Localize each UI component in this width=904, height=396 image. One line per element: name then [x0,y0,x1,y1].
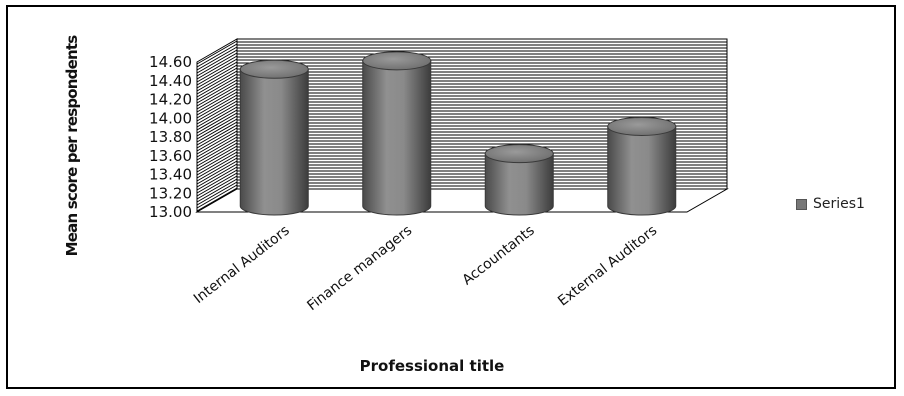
y-tick-label: 13.60 [149,147,192,165]
y-tick-label: 14.60 [149,53,192,71]
side-gridline [196,64,238,89]
side-gridline [196,184,238,209]
side-gridline [196,118,238,143]
chart-bars [239,51,677,216]
y-axis-ticks: 13.0013.2013.4013.6013.8014.0014.2014.40… [149,53,192,221]
bar-body [484,153,554,216]
side-gridline [196,154,238,179]
y-tick-label: 13.20 [149,184,192,202]
side-gridline [196,130,238,155]
side-gridline [196,151,238,176]
side-gridline [196,103,238,128]
side-gridline [196,124,238,149]
y-tick-label: 14.20 [149,91,192,109]
side-gridline [196,148,238,173]
side-gridline [196,61,238,86]
side-gridline [196,91,238,116]
side-gridline [196,160,238,185]
side-gridline [196,187,238,212]
side-gridline [196,67,238,92]
y-axis-title: Mean score per respondents [63,35,81,257]
side-gridline [196,127,238,152]
side-gridline [196,85,238,110]
legend-label: Series1 [813,196,865,212]
chart-walls [195,38,729,213]
side-gridline [196,115,238,140]
side-gridline [196,40,238,65]
side-gridline [196,145,238,170]
side-gridline [196,136,238,161]
legend: Series1 [796,196,865,212]
bar-body [362,60,432,216]
side-gridline [196,157,238,182]
side-gridline [196,46,238,71]
side-gridline [196,49,238,74]
bar-top [607,116,677,136]
side-gridline [196,82,238,107]
bar-body [607,125,677,216]
x-tick-label: Accountants [459,223,537,289]
side-gridline [196,121,238,146]
side-gridline [196,169,238,194]
bar-body [239,68,309,216]
y-tick-label: 13.00 [149,203,192,221]
bar-top [484,144,554,164]
side-gridline [196,94,238,119]
side-gridline [196,172,238,197]
bar [484,144,554,216]
side-gridline [196,79,238,104]
bar [239,59,309,216]
side-gridline [196,139,238,164]
side-gridline [196,73,238,98]
side-gridline [196,109,238,134]
side-gridline [196,100,238,125]
bar-top [362,51,432,71]
bar [362,51,432,216]
side-gridline [196,55,238,80]
side-gridline [196,166,238,191]
side-gridline [196,70,238,95]
side-gridline [196,52,238,77]
y-tick-label: 13.40 [149,166,192,184]
side-gridline [196,76,238,101]
side-gridline [196,106,238,131]
y-tick-label: 14.40 [149,72,192,90]
side-gridline [196,175,238,200]
side-gridline [196,142,238,167]
side-gridline [196,58,238,83]
side-gridline [196,97,238,122]
x-tick-label: Finance managers [304,223,415,315]
side-gridline [196,178,238,203]
y-tick-label: 14.00 [149,109,192,127]
side-gridline [196,43,238,68]
x-axis-title: Professional title [359,357,505,375]
x-tick-label: External Auditors [555,223,660,310]
bar-top [239,59,309,79]
side-gridline [196,133,238,158]
y-tick-label: 13.80 [149,128,192,146]
side-gridline [196,181,238,206]
side-gridline [196,112,238,137]
x-axis-ticks: Internal Auditors Finance managers Account… [191,223,660,315]
side-gridline [196,163,238,188]
side-gridline [196,88,238,113]
bar [607,116,677,216]
legend-swatch [796,198,807,210]
x-tick-label: Internal Auditors [191,223,293,307]
